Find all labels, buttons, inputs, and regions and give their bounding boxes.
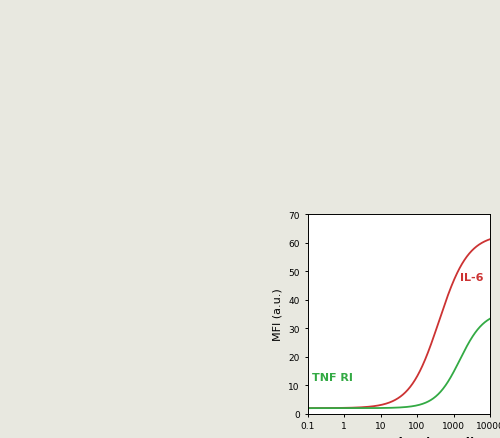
Text: TNF RI: TNF RI [312,372,352,382]
X-axis label: Concentration (pg/ml): Concentration (pg/ml) [322,436,476,438]
Text: IL-6: IL-6 [460,272,483,282]
Y-axis label: MFI (a.u.): MFI (a.u.) [273,288,283,341]
